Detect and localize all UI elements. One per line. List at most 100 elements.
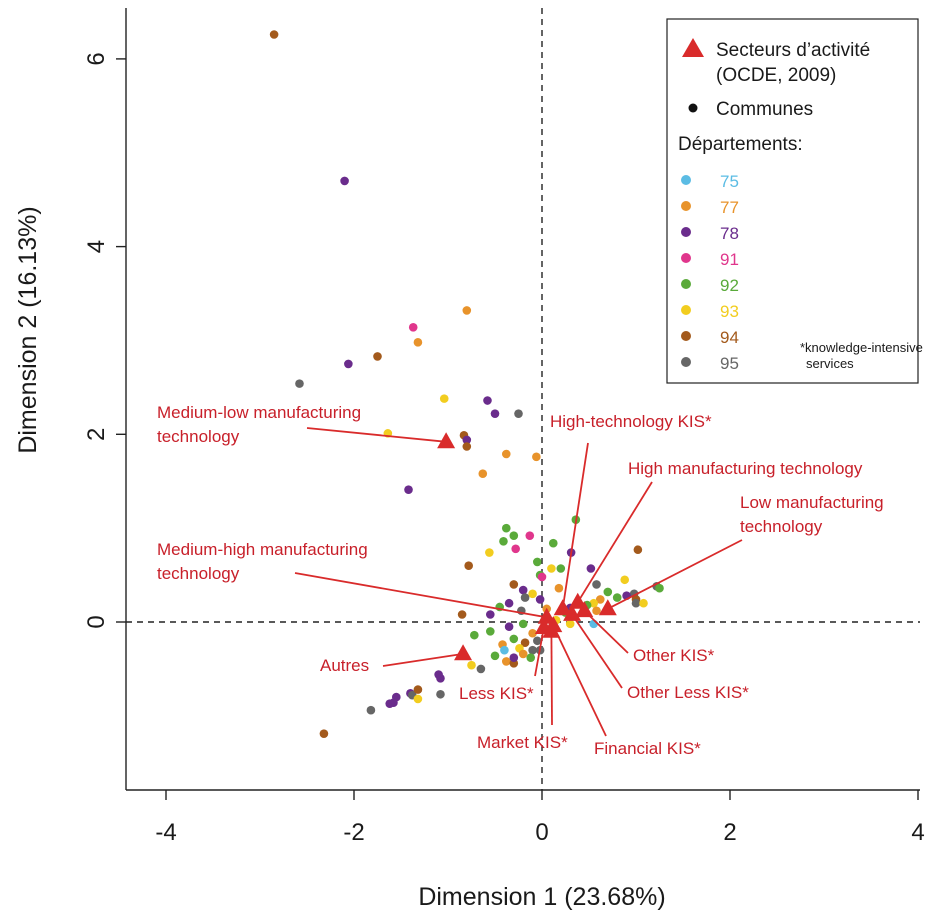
commune-point <box>413 685 423 694</box>
legend-commune-dot-icon <box>688 103 698 113</box>
commune-point <box>520 638 530 647</box>
sector-leader-line <box>306 427 447 443</box>
sector-label: Less KIS* <box>459 684 534 703</box>
commune-point <box>631 598 641 608</box>
legend-department-dot <box>681 227 691 237</box>
sector-label: technology <box>157 564 240 583</box>
legend-departments-title: Départements: <box>678 134 803 155</box>
sector-label: Low manufacturing <box>740 493 884 512</box>
x-tick-label: 0 <box>535 819 548 846</box>
commune-point <box>520 593 530 602</box>
sector-label: Other Less KIS* <box>627 683 749 702</box>
commune-point <box>554 583 564 593</box>
y-axis-title: Dimension 2 (16.13%) <box>14 206 42 453</box>
commune-point <box>518 619 528 629</box>
legend-department-code: 94 <box>720 328 739 347</box>
commune-point <box>483 396 492 405</box>
legend-department-dot <box>681 201 691 211</box>
commune-point <box>655 583 664 593</box>
sector-triangle <box>437 432 456 449</box>
legend-sectors-sublabel: (OCDE, 2009) <box>716 65 836 86</box>
commune-point <box>514 409 523 418</box>
legend-sectors-label: Secteurs d’activité <box>716 40 870 61</box>
commune-point <box>509 653 519 662</box>
sector-label: High manufacturing technology <box>628 459 863 478</box>
commune-point <box>509 531 519 540</box>
commune-point <box>408 323 418 332</box>
commune-point <box>295 379 304 388</box>
commune-point <box>509 580 519 589</box>
sector-triangle <box>575 601 594 618</box>
commune-point <box>565 619 575 629</box>
commune-point <box>518 585 528 595</box>
commune-point <box>612 593 622 602</box>
commune-point <box>462 442 472 451</box>
sector-labels: Medium-low manufacturing technology High-t… <box>157 403 884 758</box>
commune-point <box>511 544 520 554</box>
sector-triangle <box>454 644 473 661</box>
commune-point <box>504 622 514 631</box>
commune-point <box>501 523 511 533</box>
legend-department-dot <box>681 175 691 185</box>
commune-point <box>620 575 630 585</box>
legend-department-dot <box>681 253 691 263</box>
commune-point <box>457 610 467 619</box>
commune-point <box>526 653 536 662</box>
commune-point <box>532 452 541 462</box>
sector-leader-lines <box>294 427 743 737</box>
commune-point <box>269 30 279 39</box>
commune-point <box>485 548 494 557</box>
sector-triangle <box>568 592 587 609</box>
commune-point <box>633 545 643 555</box>
x-axis-title: Dimension 1 (23.68%) <box>418 883 665 911</box>
legend-department-list: 75 77 78 91 92 93 94 95 <box>681 172 739 373</box>
commune-point <box>589 598 598 608</box>
commune-point <box>373 352 382 361</box>
sector-leader-line <box>571 613 623 689</box>
commune-point <box>501 657 511 666</box>
sector-label: Other KIS* <box>633 646 715 665</box>
commune-point <box>548 538 558 548</box>
legend-communes-label: Communes <box>716 99 813 120</box>
commune-point <box>595 595 605 604</box>
commune-point <box>537 572 547 582</box>
commune-point <box>499 536 508 546</box>
sector-triangle <box>537 607 556 624</box>
commune-point <box>639 598 648 608</box>
sector-label: Financial KIS* <box>594 739 701 758</box>
legend-department-code: 92 <box>720 276 739 295</box>
commune-point <box>592 580 601 589</box>
x-axis: -4 -2 0 2 4 <box>155 790 925 846</box>
x-tick-label: -4 <box>155 819 176 846</box>
commune-point <box>535 595 545 604</box>
y-axis: 0 2 4 6 <box>83 52 126 629</box>
commune-point <box>490 409 500 418</box>
sector-leader-line <box>552 625 607 737</box>
sector-label: technology <box>740 517 823 536</box>
commune-point <box>340 176 349 186</box>
sector-label: Medium-low manufacturing <box>157 403 361 422</box>
commune-point <box>413 694 423 704</box>
sector-leader-line <box>583 610 629 654</box>
commune-point <box>436 689 445 699</box>
legend-department-code: 77 <box>720 198 739 217</box>
commune-point <box>486 610 495 619</box>
commune-point <box>500 645 509 655</box>
legend-department-dot <box>681 305 691 315</box>
commune-point <box>470 630 479 640</box>
sector-leader-line <box>534 627 545 677</box>
commune-point <box>462 306 472 315</box>
commune-point <box>533 636 542 646</box>
commune-point <box>509 634 519 644</box>
commune-point <box>504 598 514 608</box>
commune-point <box>385 699 395 708</box>
sector-leader-line <box>561 442 589 609</box>
commune-point <box>478 469 488 479</box>
commune-point <box>366 705 376 715</box>
legend: Secteurs d’activité (OCDE, 2009) Commune… <box>666 18 923 384</box>
commune-point <box>547 564 556 573</box>
legend-note-line2: services <box>806 356 854 371</box>
commune-point <box>476 664 486 674</box>
commune-point <box>436 674 445 683</box>
